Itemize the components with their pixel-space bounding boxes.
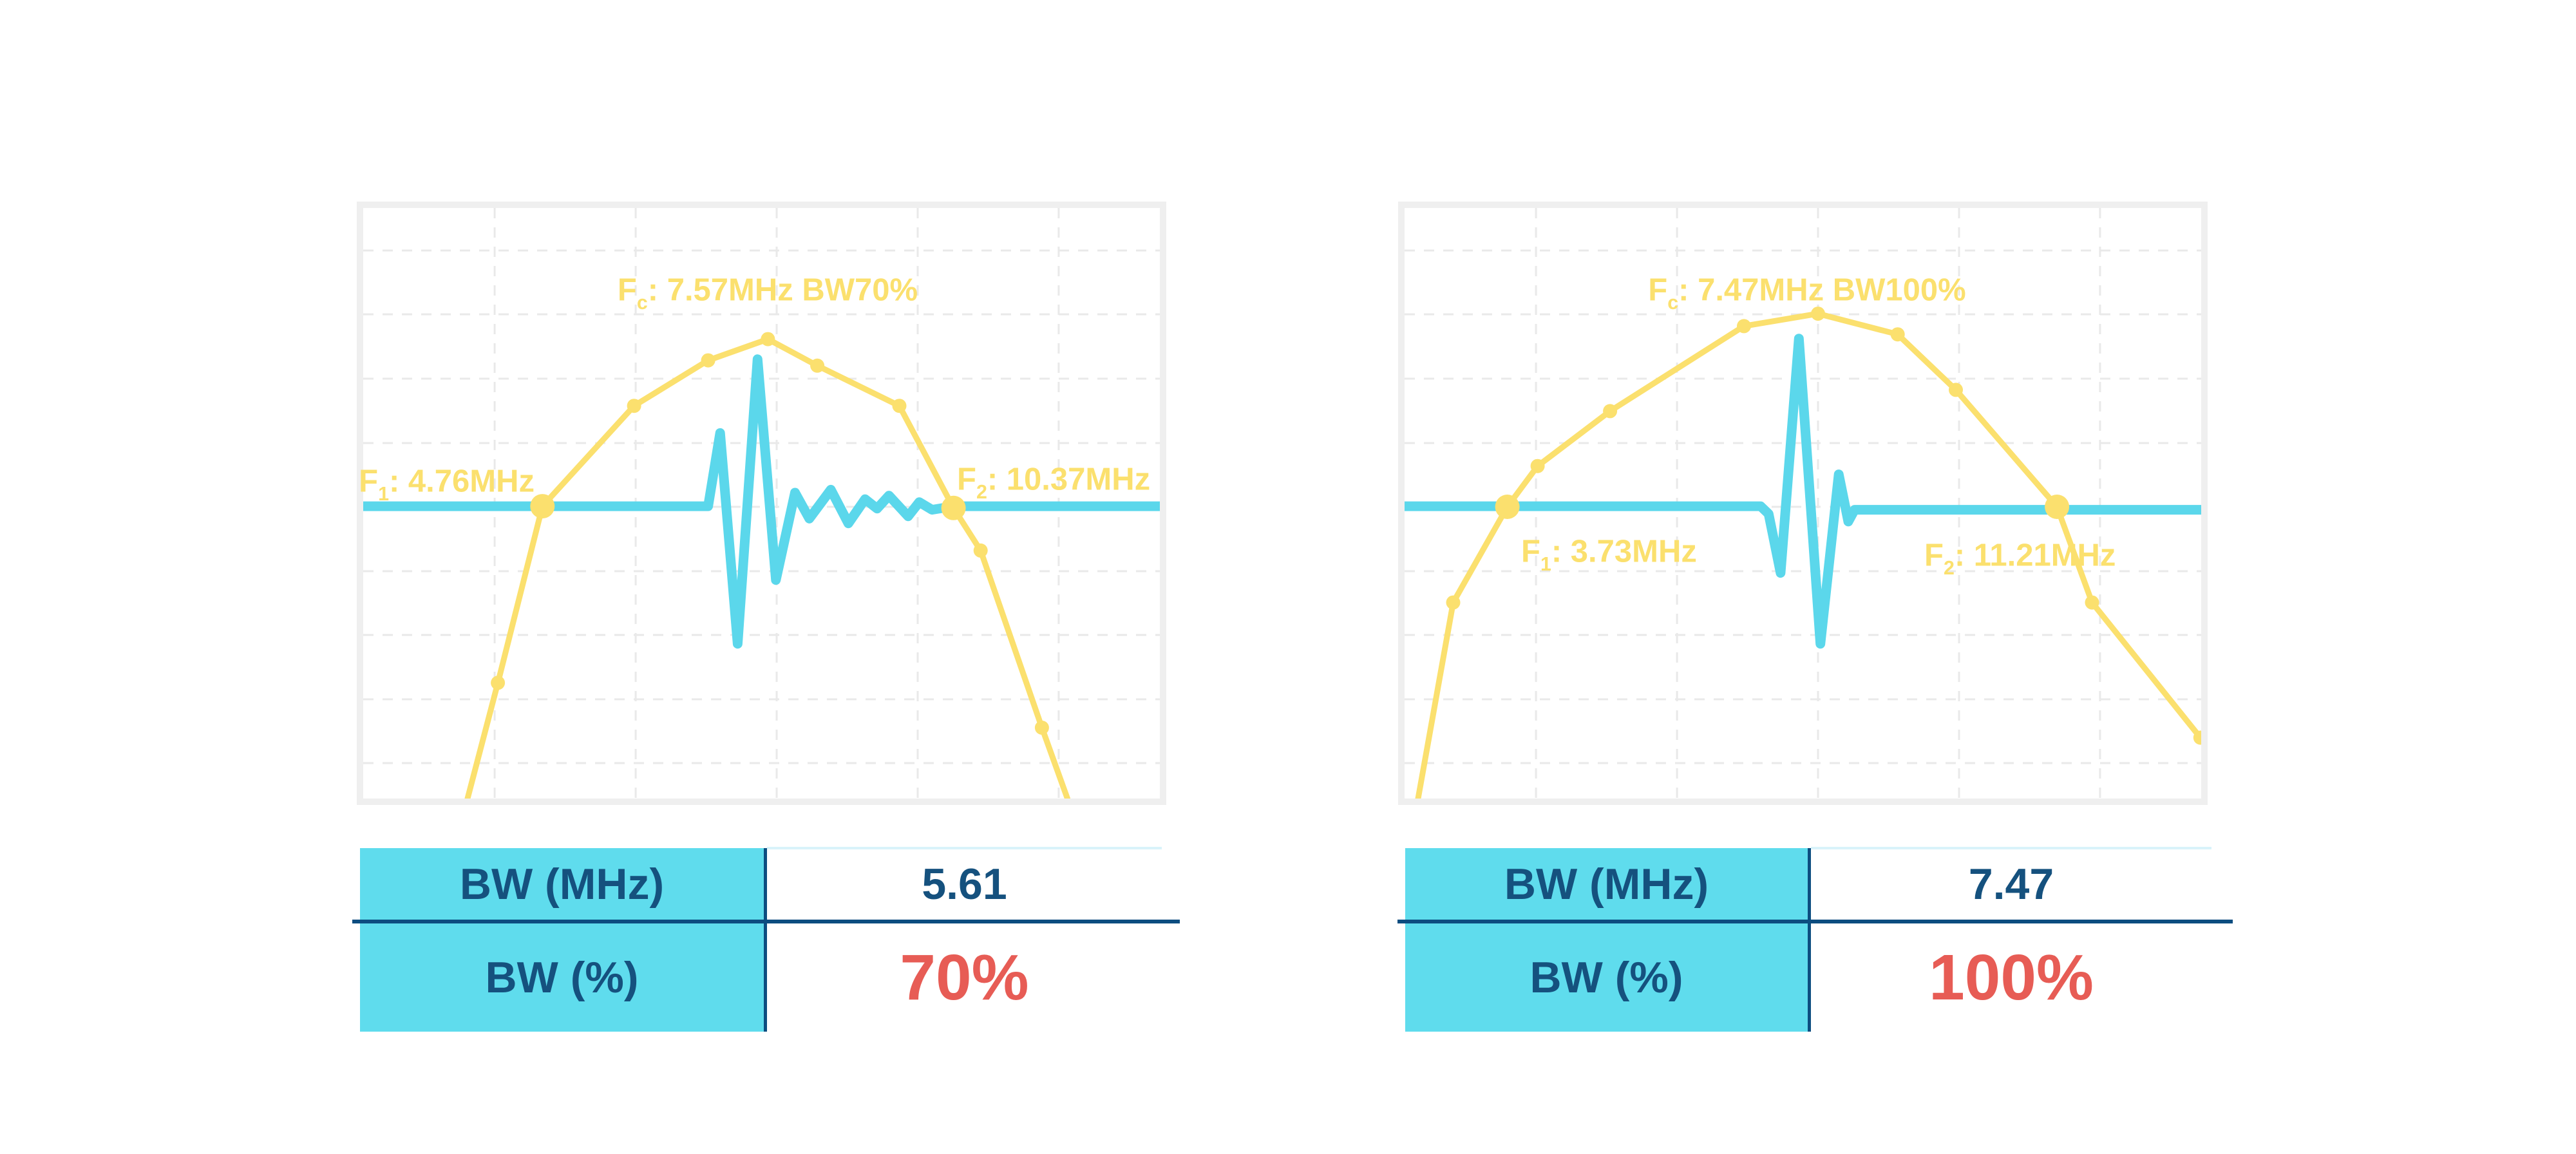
data-point-marker (1811, 307, 1825, 321)
pulse-waveform (1405, 334, 2201, 649)
right-table-row1-value: 7.47 (1811, 848, 2211, 920)
f1-subscript: 1 (1540, 553, 1551, 576)
bw-mhz-label: BW (MHz) (459, 859, 665, 909)
bw-pct-value: 70% (900, 941, 1029, 1014)
f1-symbol: F (1521, 534, 1540, 569)
fc-symbol: F (617, 272, 637, 308)
right-table-header-background (1405, 848, 1808, 1032)
data-point-marker (1446, 595, 1461, 610)
data-point-marker (2193, 730, 2201, 745)
data-point-marker (701, 353, 715, 368)
right-table-row1-label: BW (MHz) (1405, 848, 1808, 920)
left-table-row2-value: 70% (767, 923, 1162, 1032)
crossing-marker (1495, 495, 1520, 519)
fc-value: : 7.47MHz BW100% (1678, 272, 1966, 308)
right-table-row2-label: BW (%) (1405, 923, 1808, 1032)
f2-symbol: F (957, 462, 976, 497)
data-point-marker (1034, 721, 1049, 735)
bw-mhz-label: BW (MHz) (1504, 859, 1709, 909)
fc-value: : 7.57MHz BW70% (647, 272, 918, 308)
pulse-waveform (363, 354, 1160, 649)
fc-subscript: c (636, 292, 648, 314)
f1-symbol: F (359, 464, 379, 499)
data-point-marker (761, 332, 775, 346)
left-spectrum-plot (357, 202, 1166, 805)
left-fc-annotation: Fc: 7.57MHz BW70% (618, 274, 918, 312)
left-f2-annotation: F2: 10.37MHz (957, 464, 1150, 502)
fc-symbol: F (1648, 272, 1668, 308)
crossing-marker (2045, 495, 2070, 519)
data-point-marker (810, 358, 825, 373)
left-table-header-background (360, 848, 764, 1032)
f2-symbol: F (1924, 538, 1944, 573)
right-table-row2-value: 100% (1811, 923, 2211, 1032)
data-point-marker (627, 399, 641, 413)
spectrum-curve (1415, 310, 2201, 799)
crossing-marker (941, 495, 966, 520)
bw-pct-label: BW (%) (485, 953, 639, 1002)
left-table-row1-label: BW (MHz) (360, 848, 764, 920)
bw-pct-label: BW (%) (1530, 953, 1683, 1002)
data-point-marker (1737, 319, 1751, 334)
f1-subscript: 1 (378, 483, 389, 506)
right-spectrum-plot (1398, 202, 2208, 805)
f1-value: : 3.73MHz (1551, 534, 1697, 569)
fc-subscript: c (1667, 292, 1679, 314)
left-table-row1-value: 5.61 (767, 848, 1162, 920)
right-f2-annotation: F2: 11.21MHz (1924, 540, 2116, 578)
crossing-marker (530, 494, 555, 519)
f2-value: : 11.21MHz (1954, 538, 2116, 573)
spectrum-curve (464, 336, 1070, 799)
data-point-marker (973, 543, 988, 558)
left-table-column-divider (764, 848, 767, 1032)
data-point-marker (2085, 595, 2099, 610)
left-table-top-border (767, 847, 1162, 849)
left-table-row-divider (352, 920, 1180, 923)
data-point-marker (491, 676, 506, 690)
right-table-top-border (1811, 847, 2211, 849)
bw-mhz-value: 5.61 (922, 859, 1007, 909)
bw-pct-value: 100% (1929, 941, 2094, 1014)
left-table-row2-label: BW (%) (360, 923, 764, 1032)
f2-subscript: 2 (1943, 557, 1955, 580)
right-table-row-divider (1397, 920, 2233, 923)
bw-mhz-value: 7.47 (1968, 859, 2054, 909)
left-f1-annotation: F1: 4.76MHz (359, 466, 535, 504)
data-point-marker (892, 399, 907, 413)
right-table-column-divider (1808, 848, 1811, 1032)
data-point-marker (1603, 404, 1618, 419)
right-fc-annotation: Fc: 7.47MHz BW100% (1648, 274, 1965, 312)
f2-subscript: 2 (976, 481, 987, 504)
f2-value: : 10.37MHz (987, 462, 1151, 497)
data-point-marker (1890, 327, 1905, 342)
f1-value: : 4.76MHz (388, 464, 535, 499)
data-point-marker (1530, 459, 1545, 473)
right-f1-annotation: F1: 3.73MHz (1521, 536, 1697, 574)
data-point-marker (1949, 383, 1963, 397)
